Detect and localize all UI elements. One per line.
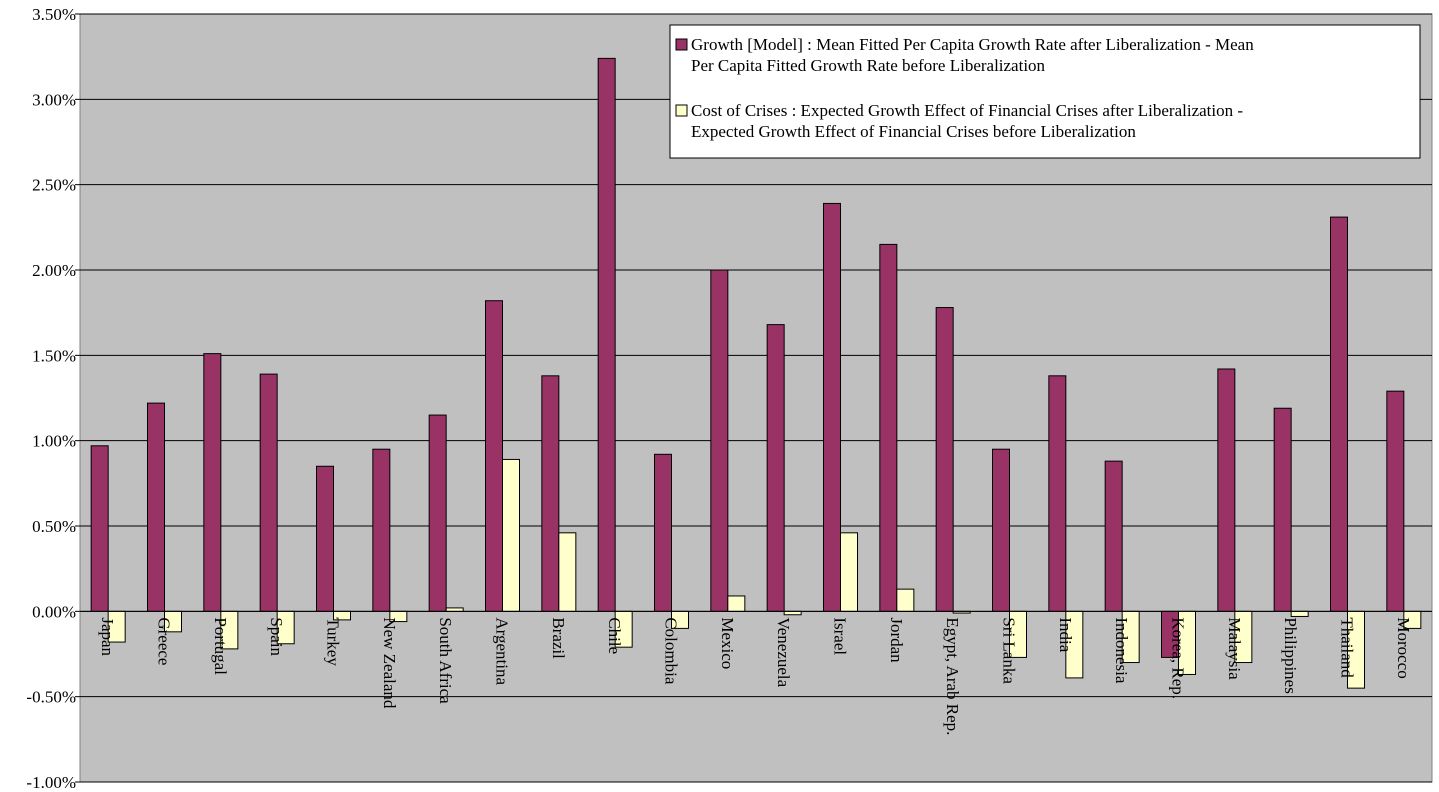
bar bbox=[1217, 368, 1236, 612]
bar bbox=[502, 458, 520, 612]
x-tick-label: Portugal bbox=[211, 617, 230, 675]
x-tick-label: Greece bbox=[155, 617, 174, 665]
bar bbox=[783, 610, 802, 616]
x-tick-label: Thailand bbox=[1338, 617, 1357, 678]
y-tick-label: 2.50% bbox=[32, 176, 76, 195]
y-tick-label: 2.00% bbox=[32, 261, 76, 280]
bar bbox=[485, 300, 503, 612]
bar bbox=[558, 532, 577, 612]
bar bbox=[992, 448, 1010, 612]
x-tick-label: Turkey bbox=[324, 617, 343, 666]
bar bbox=[710, 269, 729, 612]
bar bbox=[597, 57, 616, 612]
bar bbox=[1048, 375, 1067, 612]
x-tick-label: Indonesia bbox=[1112, 617, 1131, 684]
legend-swatch bbox=[675, 38, 688, 51]
x-tick-label: Korea, Rep. bbox=[1169, 617, 1188, 699]
y-tick-label: 0.50% bbox=[32, 517, 76, 536]
y-tick-label: -1.00% bbox=[26, 773, 76, 792]
bar bbox=[316, 465, 334, 612]
bar bbox=[935, 307, 954, 612]
x-tick-label: Israel bbox=[831, 617, 850, 655]
x-tick-label: Malaysia bbox=[1225, 617, 1244, 680]
bar bbox=[90, 445, 109, 612]
y-tick-label: 0.00% bbox=[32, 602, 76, 621]
legend-box bbox=[669, 24, 1421, 159]
bar bbox=[1386, 390, 1405, 612]
bar bbox=[203, 353, 222, 612]
y-tick-label: 3.50% bbox=[32, 5, 76, 24]
bar bbox=[372, 448, 391, 612]
bar bbox=[428, 414, 447, 612]
x-tick-label: Sri Lanka bbox=[1000, 617, 1019, 684]
bar bbox=[1104, 460, 1123, 612]
legend-label: Expected Growth Effect of Financial Cris… bbox=[691, 122, 1136, 141]
bar bbox=[445, 607, 464, 612]
y-tick-label: 1.00% bbox=[32, 432, 76, 451]
bar bbox=[766, 324, 785, 612]
x-tick-label: Japan bbox=[98, 617, 117, 656]
x-tick-label: South Africa bbox=[436, 617, 455, 704]
bar bbox=[654, 453, 672, 612]
bar bbox=[727, 595, 746, 612]
x-tick-label: India bbox=[1056, 617, 1075, 652]
bar bbox=[879, 243, 898, 612]
y-tick-label: -0.50% bbox=[26, 688, 76, 707]
bar bbox=[840, 532, 858, 612]
x-tick-label: Colombia bbox=[662, 617, 681, 685]
bar bbox=[1330, 216, 1348, 612]
x-tick-label: Argentina bbox=[493, 617, 512, 685]
x-tick-label: Venezuela bbox=[774, 617, 793, 687]
x-tick-label: Chile bbox=[605, 617, 624, 654]
bar bbox=[1290, 610, 1309, 617]
bar bbox=[259, 373, 278, 612]
x-tick-label: Egypt, Arab Rep. bbox=[943, 617, 962, 735]
x-tick-label: Morocco bbox=[1394, 617, 1413, 678]
x-tick-label: Spain bbox=[267, 617, 286, 656]
x-tick-label: Mexico bbox=[718, 617, 737, 669]
x-tick-label: Philippines bbox=[1281, 617, 1300, 694]
bar bbox=[541, 375, 560, 612]
legend-swatch bbox=[675, 104, 688, 117]
bar bbox=[1273, 407, 1292, 612]
bar bbox=[147, 402, 165, 612]
y-tick-label: 1.50% bbox=[32, 346, 76, 365]
legend-label: Per Capita Fitted Growth Rate before Lib… bbox=[691, 56, 1046, 75]
legend-label: Cost of Crises : Expected Growth Effect … bbox=[691, 101, 1243, 120]
x-tick-label: Jordan bbox=[887, 617, 906, 663]
x-tick-label: New Zealand bbox=[380, 617, 399, 709]
bar bbox=[823, 202, 841, 612]
legend-label: Growth [Model] : Mean Fitted Per Capita … bbox=[691, 35, 1254, 54]
x-tick-label: Brazil bbox=[549, 617, 568, 659]
y-tick-label: 3.00% bbox=[32, 90, 76, 109]
bar bbox=[896, 588, 915, 612]
